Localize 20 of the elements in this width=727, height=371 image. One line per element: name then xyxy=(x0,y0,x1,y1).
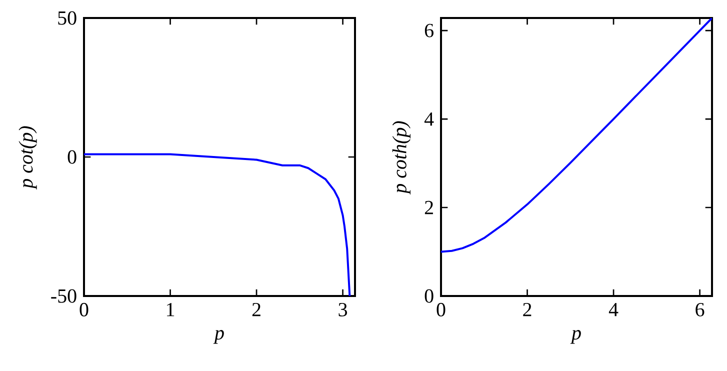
y-tick-label: 4 xyxy=(424,112,434,126)
x-tick-label: 2 xyxy=(252,302,260,316)
y-tick-label: 0 xyxy=(424,289,434,303)
y-tick-label: 6 xyxy=(424,24,434,38)
x-axis-title: p xyxy=(570,330,581,344)
x-tick-label: 2 xyxy=(523,302,532,316)
x-tick-label: 6 xyxy=(696,302,704,316)
x-tick-label: 0 xyxy=(436,302,446,316)
y-axis-title: p cot(p) xyxy=(18,126,37,190)
x-tick-label: 3 xyxy=(338,302,348,316)
x-axis-title: p xyxy=(213,330,224,344)
y-tick-label: 2 xyxy=(424,200,433,214)
y-tick-label: 50 xyxy=(58,11,76,25)
line-series xyxy=(441,18,712,253)
y-axis-title: p coth(p) xyxy=(392,121,410,195)
y-tick-label: -50 xyxy=(51,289,76,303)
x-tick-label: 4 xyxy=(608,302,618,316)
x-tick-label: 0 xyxy=(80,302,88,316)
x-tick-label: 1 xyxy=(167,302,174,316)
y-tick-label: 0 xyxy=(68,150,76,164)
